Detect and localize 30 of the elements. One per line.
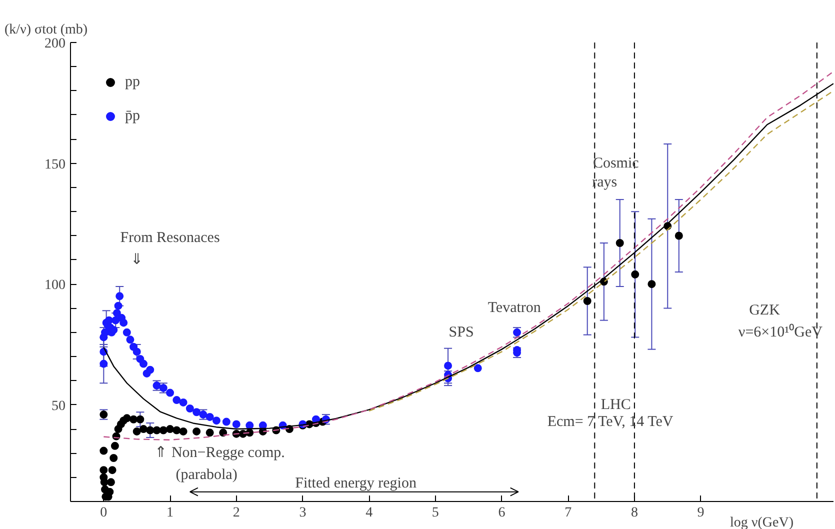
legend-label: pp [125,74,141,90]
x-tick-label: 8 [630,506,638,520]
x-tick-label: 2 [232,506,240,520]
y-tick-label: 150 [44,157,66,172]
annotation: (parabola) [176,466,238,483]
x-tick-label: 4 [366,506,373,520]
y-tick-label: 50 [52,398,66,414]
annotation: Fitted energy region [295,475,417,492]
x-tick-label: 3 [299,506,306,520]
y-axis-title: (k/ν) σtot (mb) [4,22,88,38]
annotation: GZK [749,302,780,319]
annotation: LHC [600,396,631,413]
x-tick-label: 6 [498,506,506,520]
legend-label: p̄p [125,108,141,124]
annotation: ⇑ Non−Regge comp. [154,445,285,462]
y-tick-label: 100 [44,278,66,294]
x-tick-label: 9 [697,506,704,520]
x-tick-label: 7 [564,506,572,520]
annotation: Tevatron [488,300,542,316]
annotation: SPS [448,324,474,340]
x-tick-label: 1 [166,506,174,520]
x-tick-label: 5 [432,506,439,520]
annotation: From Resonaces [120,230,220,246]
annotation: Ecm= 7 TeV, 14 TeV [547,414,674,430]
y-tick-label: 200 [44,36,66,52]
annotation: Cosmic [592,155,640,172]
annotation: ν=6×10¹⁰GeV [738,323,823,340]
annotation: rays [592,174,618,191]
x-tick-label: 0 [100,506,108,520]
annotation: ⇓ [130,252,144,268]
